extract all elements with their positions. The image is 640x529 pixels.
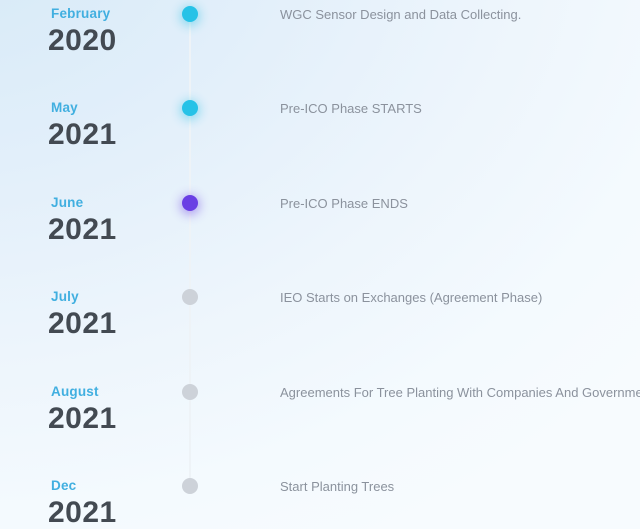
timeline-dot-icon [182,6,198,22]
timeline-item: August 2021 Agreements For Tree Planting… [0,378,640,472]
timeline-description: Pre-ICO Phase STARTS [280,101,422,117]
timeline-dot-icon [182,289,198,306]
timeline-description: WGC Sensor Design and Data Collecting. [280,7,522,22]
timeline-month-label: May [51,100,78,116]
timeline-item: February 2020 WGC Sensor Design and Data… [0,0,640,94]
timeline-description: Pre-ICO Phase ENDS [280,195,408,211]
timeline-dot-icon [182,100,198,117]
timeline-dot-icon [182,194,198,211]
timeline-item: July 2021 IEO Starts on Exchanges (Agree… [0,283,640,377]
timeline-item: June 2021 Pre-ICO Phase ENDS [0,189,640,283]
timeline-description: IEO Starts on Exchanges (Agreement Phase… [280,290,543,306]
timeline-year-label: 2021 [48,212,117,246]
timeline-year-label: 2021 [48,118,117,152]
timeline-year-label: 2021 [48,401,117,435]
timeline-description: Agreements For Tree Planting With Compan… [280,384,640,400]
timeline-month-label: July [51,289,79,305]
timeline-year-label: 2020 [48,24,117,57]
timeline-month-label: August [51,383,99,399]
timeline-item: May 2021 Pre-ICO Phase STARTS [0,94,640,188]
timeline-line [189,14,191,486]
timeline-description: Start Planting Trees [280,479,395,494]
timeline-dot-icon [182,383,198,400]
timeline-month-label: June [51,194,84,210]
timeline-month-label: February [51,6,111,21]
timeline-year-label: 2021 [48,307,117,341]
timeline-month-label: Dec [51,478,77,493]
timeline-dot-icon [182,478,198,494]
timeline-item: Dec 2021 Start Planting Trees [0,472,640,529]
timeline-year-label: 2021 [48,496,117,529]
